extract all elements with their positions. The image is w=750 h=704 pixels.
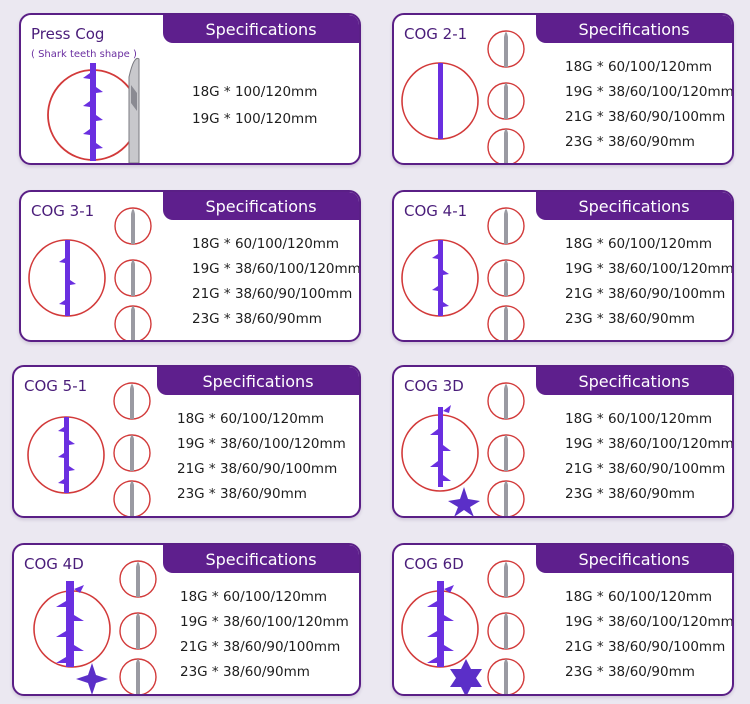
- spec-list: 18G * 60/100/120mm 19G * 38/60/100/120mm…: [565, 55, 734, 155]
- spec-item: 21G * 38/60/90/100mm: [177, 461, 338, 477]
- card-subtitle: ( Shark teeth shape ): [31, 49, 137, 60]
- thread-illustration: [401, 207, 525, 340]
- spec-item: 21G * 38/60/90/100mm: [565, 286, 726, 302]
- spec-item: 19G * 38/60/100/120mm: [565, 84, 734, 100]
- thread-illustration: [401, 560, 525, 694]
- spec-list: 18G * 100/120mm 19G * 100/120mm: [192, 79, 317, 133]
- spec-item: 21G * 38/60/90/100mm: [565, 639, 726, 655]
- spec-item: 23G * 38/60/90mm: [177, 486, 307, 502]
- spec-item: 23G * 38/60/90mm: [565, 664, 695, 680]
- spec-item: 21G * 38/60/90/100mm: [192, 286, 353, 302]
- spec-item: 23G * 38/60/90mm: [565, 134, 695, 150]
- spec-item: 23G * 38/60/90mm: [565, 486, 695, 502]
- spec-item: 18G * 60/100/120mm: [180, 589, 328, 605]
- spec-item: 21G * 38/60/90/100mm: [565, 109, 726, 125]
- card-title: COG 4-1: [404, 202, 468, 220]
- card-title: Press Cog: [31, 25, 105, 43]
- product-card-cog-3-1: COG 3-1 Specifications 18G * 60/100/120m…: [19, 190, 361, 342]
- spec-item: 18G * 60/100/120mm: [192, 236, 340, 252]
- spec-list: 18G * 60/100/120mm 19G * 38/60/100/120mm…: [565, 407, 734, 507]
- spec-item: 21G * 38/60/90/100mm: [180, 639, 341, 655]
- product-card-cog-3d: COG 3D Specifications 18G * 60/100/120mm…: [392, 365, 734, 518]
- specifications-header: Specifications: [536, 367, 732, 395]
- specifications-header: Specifications: [157, 367, 359, 395]
- spec-item: 19G * 100/120mm: [192, 111, 318, 127]
- spec-item: 18G * 60/100/120mm: [565, 236, 713, 252]
- specifications-header: Specifications: [163, 15, 359, 43]
- spec-item: 21G * 38/60/90/100mm: [565, 461, 726, 477]
- card-title: COG 4D: [24, 555, 84, 573]
- spec-item: 19G * 38/60/100/120mm: [565, 436, 734, 452]
- specifications-header: Specifications: [536, 15, 732, 43]
- spec-item: 19G * 38/60/100/120mm: [177, 436, 346, 452]
- specifications-header: Specifications: [163, 192, 359, 220]
- specifications-header: Specifications: [536, 545, 732, 573]
- card-title: COG 3D: [404, 377, 464, 395]
- card-title: COG 5-1: [24, 377, 88, 395]
- thread-illustration: [47, 57, 140, 163]
- spec-list: 18G * 60/100/120mm 19G * 38/60/100/120mm…: [565, 585, 734, 685]
- spec-list: 18G * 60/100/120mm 19G * 38/60/100/120mm…: [177, 407, 346, 507]
- spec-item: 23G * 38/60/90mm: [192, 311, 322, 327]
- spec-item: 23G * 38/60/90mm: [180, 664, 310, 680]
- spec-list: 18G * 60/100/120mm 19G * 38/60/100/120mm…: [192, 232, 361, 332]
- spec-list: 18G * 60/100/120mm 19G * 38/60/100/120mm…: [180, 585, 349, 685]
- spec-item: 18G * 60/100/120mm: [565, 59, 713, 75]
- spec-item: 19G * 38/60/100/120mm: [192, 261, 361, 277]
- spec-item: 18G * 60/100/120mm: [565, 589, 713, 605]
- product-card-cog-4-1: COG 4-1 Specifications 18G * 60/100/120m…: [392, 190, 734, 342]
- specifications-header: Specifications: [163, 545, 359, 573]
- spec-item: 23G * 38/60/90mm: [565, 311, 695, 327]
- thread-illustration: [401, 382, 525, 516]
- spec-item: 19G * 38/60/100/120mm: [180, 614, 349, 630]
- product-card-press-cog: Press Cog ( Shark teeth shape ) Specific…: [19, 13, 361, 165]
- spec-item: 19G * 38/60/100/120mm: [565, 614, 734, 630]
- spec-item: 19G * 38/60/100/120mm: [565, 261, 734, 277]
- thread-illustration: [28, 207, 152, 340]
- card-title: COG 6D: [404, 555, 464, 573]
- card-title: COG 2-1: [404, 25, 468, 43]
- thread-illustration: [33, 560, 157, 694]
- product-card-cog-5-1: COG 5-1 Specifications 18G * 60/100/120m…: [12, 365, 361, 518]
- spec-item: 18G * 60/100/120mm: [565, 411, 713, 427]
- spec-item: 18G * 100/120mm: [192, 84, 318, 100]
- product-card-cog-2-1: COG 2-1 Specifications 18G * 60/100/120m…: [392, 13, 734, 165]
- specifications-header: Specifications: [536, 192, 732, 220]
- spec-item: 18G * 60/100/120mm: [177, 411, 325, 427]
- card-title: COG 3-1: [31, 202, 95, 220]
- product-card-cog-6d: COG 6D Specifications 18G * 60/100/120mm…: [392, 543, 734, 696]
- spec-list: 18G * 60/100/120mm 19G * 38/60/100/120mm…: [565, 232, 734, 332]
- thread-illustration: [401, 30, 525, 163]
- product-card-cog-4d: COG 4D Specifications 18G * 60/100/120mm…: [12, 543, 361, 696]
- thread-illustration: [27, 382, 151, 516]
